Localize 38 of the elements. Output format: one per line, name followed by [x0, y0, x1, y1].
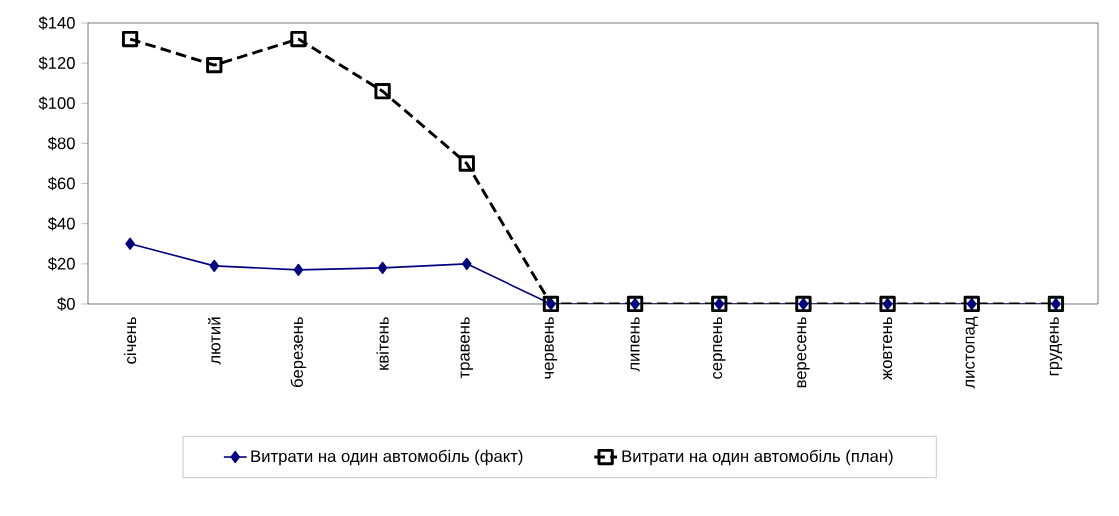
point	[293, 263, 304, 276]
point	[626, 295, 644, 313]
y-tick-label: $60	[47, 176, 75, 191]
x-tick-label: липень	[630, 317, 640, 372]
point	[1051, 297, 1061, 311]
x-tick-label: січень	[123, 317, 137, 364]
legend-label: Витрати на один автомобіль (факт)	[251, 449, 523, 466]
y-tick-label: $40	[47, 216, 75, 231]
x-tick-label: червень	[544, 317, 558, 379]
y-tick-label: $20	[47, 257, 75, 271]
point	[374, 83, 391, 100]
point	[1047, 295, 1065, 313]
legend-label: Витрати на один автомобіль (план)	[622, 449, 893, 466]
point	[542, 295, 560, 313]
point	[121, 30, 139, 48]
x-tick-label: квітень	[376, 317, 389, 370]
x-tick-label: грудень	[1049, 317, 1063, 376]
point	[461, 257, 472, 270]
point	[546, 297, 556, 311]
y-tick-label: $120	[38, 56, 75, 70]
point	[630, 297, 640, 311]
point	[377, 261, 388, 274]
point	[290, 30, 307, 48]
x-tick-label: жовтень	[883, 317, 893, 380]
x-tick-label: травень	[460, 317, 473, 379]
y-tick-label: $100	[38, 96, 75, 111]
y-tick-label: $80	[47, 136, 75, 151]
y-tick-label: $0	[57, 297, 75, 311]
x-tick-label: березень	[290, 317, 307, 387]
x-tick-label: вересень	[797, 317, 810, 388]
point	[125, 237, 135, 250]
x-tick-label: лютий	[207, 317, 221, 365]
y-tick-label: $140	[38, 16, 75, 30]
point	[209, 259, 220, 272]
x-tick-label: листопад	[965, 316, 978, 389]
x-tick-label: серпень	[713, 317, 726, 379]
point	[206, 57, 223, 74]
point	[458, 155, 475, 172]
